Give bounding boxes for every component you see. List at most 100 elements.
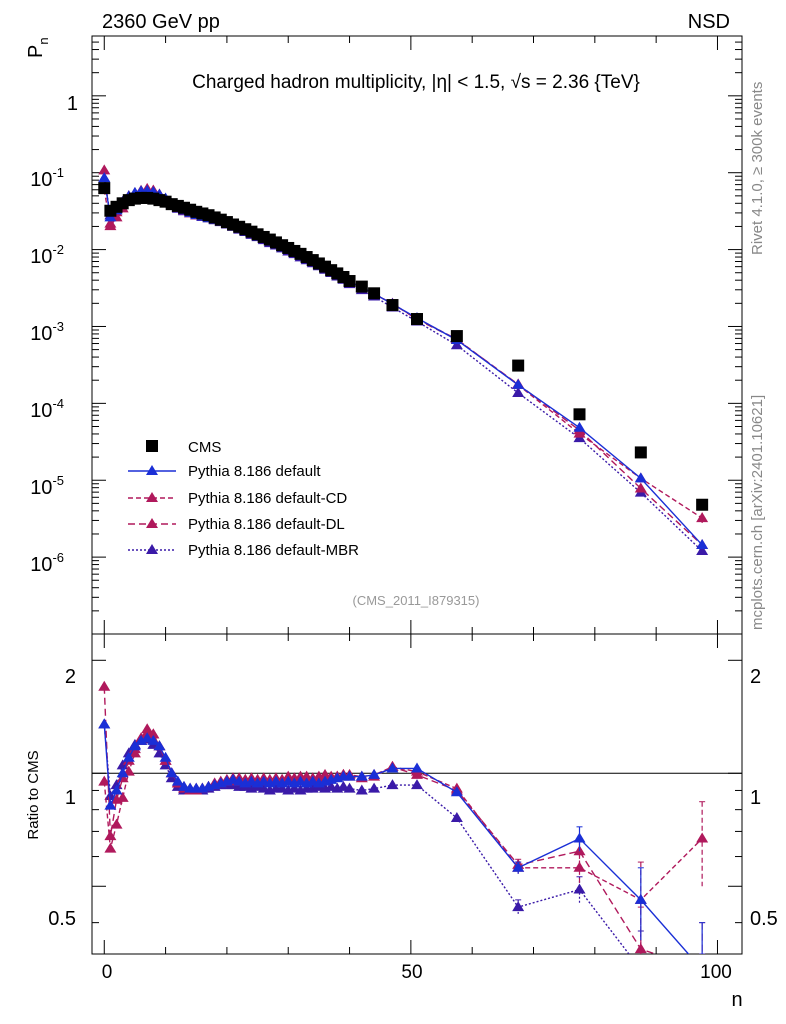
dl-line-main — [103, 170, 703, 546]
cms-point — [411, 313, 423, 326]
default-ratio-point — [573, 832, 586, 843]
cms-point — [294, 247, 307, 260]
y-tick-1e-5: 10-5 — [30, 473, 64, 499]
cd-ratio-point — [147, 728, 160, 739]
cms-point — [696, 498, 709, 511]
default-ratio-point — [512, 861, 525, 872]
legend: CMS Pythia 8.186 default Pythia 8.186 de… — [128, 439, 359, 559]
cd-ratio-point — [104, 842, 117, 853]
cms-point — [634, 446, 647, 459]
ratio-tick-right-0.5: 0.5 — [750, 908, 778, 930]
ratio-frame — [91, 633, 743, 955]
rivet-label: Rivet 4.1.0, ≥ 300k events — [749, 82, 766, 255]
legend-mbr: Pythia 8.186 default-MBR — [188, 542, 359, 559]
cd-ratio-point — [98, 775, 111, 786]
ratio-tick-labels: 2 1 0.5 2 1 0.5 — [48, 666, 778, 930]
cd-point — [573, 427, 586, 438]
cms-point — [450, 330, 463, 343]
cd-point — [104, 220, 117, 231]
cd-line-ratio — [103, 732, 703, 901]
main-plot-area — [98, 164, 709, 556]
mbr-ratio-point — [343, 782, 356, 793]
default-ratio-point — [634, 893, 647, 904]
cms-point — [98, 182, 111, 195]
mbr-point — [450, 339, 463, 350]
dl-ratio-point — [98, 680, 111, 691]
default-line-ratio — [103, 724, 690, 954]
default-ratio-point — [128, 740, 141, 751]
ratio-plot-area — [98, 680, 709, 1003]
mbr-ratio-point — [355, 784, 368, 795]
y-tick-1e-3: 10-3 — [30, 319, 64, 345]
legend-marker-dl — [146, 518, 158, 528]
default-ratio-point — [122, 751, 135, 762]
ratio-axis-label: Ratio to CMS — [25, 750, 42, 839]
default-ratio-point — [147, 734, 160, 745]
cd-ratio-point — [573, 861, 586, 872]
default-ratio-point — [141, 732, 154, 743]
mbr-ratio-point — [573, 883, 586, 894]
ratio-tick-0.5: 0.5 — [48, 908, 76, 930]
legend-marker-mbr — [146, 544, 158, 554]
cms-point — [573, 408, 586, 421]
mbr-ratio-point — [450, 812, 463, 823]
cd-ratio-point — [110, 818, 123, 829]
ratio-tick-2: 2 — [65, 666, 76, 688]
x-tick-labels: 0 50 100 — [102, 962, 732, 983]
default-point — [696, 538, 709, 549]
mbr-ratio-point — [696, 993, 708, 1003]
default-ratio-point — [343, 770, 356, 781]
legend-default: Pythia 8.186 default — [188, 463, 321, 480]
y-tick-1e-1: 10-1 — [30, 165, 64, 191]
mbr-ratio-point — [411, 779, 423, 790]
legend-marker-cms — [146, 440, 158, 452]
legend-cms: CMS — [188, 439, 221, 456]
default-ratio-point — [104, 799, 117, 810]
cms-point — [368, 287, 381, 300]
default-ratio-point — [159, 751, 172, 762]
legend-marker-default — [146, 465, 158, 475]
x-tick-100: 100 — [700, 962, 732, 983]
dl-line-ratio — [103, 686, 658, 954]
default-ratio-point — [165, 767, 178, 778]
default-ratio-point — [110, 784, 123, 795]
cms-point — [116, 197, 129, 210]
mbr-point — [696, 545, 709, 556]
cd-ratio-point — [128, 747, 141, 758]
default-ratio-point — [386, 762, 399, 773]
default-ratio-point — [171, 775, 184, 786]
cd-ratio-point — [116, 791, 129, 802]
mbr-line-ratio — [103, 724, 630, 954]
y-tick-1e-2: 10-2 — [30, 242, 64, 268]
default-ratio-point — [153, 740, 166, 751]
default-point — [634, 472, 647, 483]
dl-point — [634, 482, 647, 493]
x-tick-0: 0 — [102, 962, 113, 983]
default-point — [573, 421, 586, 432]
energy-label: 2360 GeV pp — [102, 11, 220, 33]
default-ratio-point — [368, 768, 381, 779]
mcplots-label: mcplots.cern.ch [arXiv:2401.10621] — [749, 395, 766, 630]
legend-cd: Pythia 8.186 default-CD — [188, 490, 347, 507]
process-label: NSD — [688, 11, 730, 33]
mbr-ratio-point — [512, 901, 525, 912]
y-tick-1: 1 — [67, 93, 78, 115]
default-point — [512, 378, 525, 389]
mbr-ratio-point — [110, 779, 123, 790]
default-ratio-point — [135, 734, 148, 745]
x-axis-label: n — [731, 989, 742, 1011]
default-ratio-point — [98, 718, 111, 729]
analysis-id: (CMS_2011_I879315) — [353, 593, 480, 608]
mbr-ratio-point — [386, 779, 399, 790]
cd-ratio-point — [696, 832, 709, 843]
ratio-tick-right-1: 1 — [750, 787, 761, 809]
cms-point — [343, 275, 356, 288]
cms-point — [512, 359, 525, 372]
legend-marker-cd — [146, 492, 158, 502]
default-point — [98, 172, 111, 183]
y-tick-1e-4: 10-4 — [30, 396, 64, 422]
default-ratio-point — [450, 786, 463, 797]
axis-ticks — [92, 35, 742, 954]
cd-point — [696, 512, 709, 523]
